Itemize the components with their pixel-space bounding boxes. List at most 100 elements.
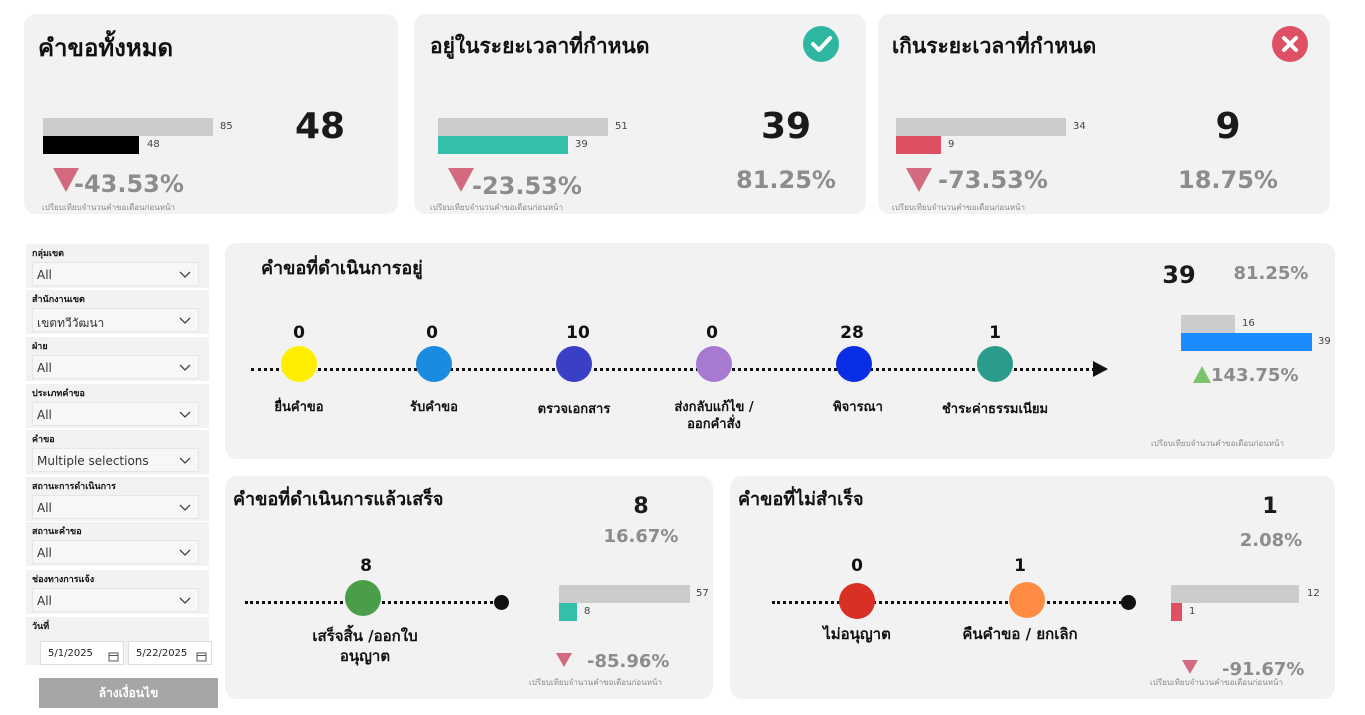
step-label: พิจารณา <box>833 400 883 415</box>
dropdown[interactable]: Multiple selections <box>32 448 199 472</box>
dropdown-value: All <box>37 501 52 515</box>
failed-percent: 2.08% <box>1239 530 1303 551</box>
kpi-total-note: เปรียบเทียบจำนวนคำขอเดือนก่อนหน้า <box>42 203 175 212</box>
failed-bar-curr-label: 1 <box>1189 606 1196 617</box>
dropdown-value: All <box>37 546 52 560</box>
step-value: 8 <box>360 556 372 576</box>
step-label: ยื่นคำขอ <box>274 400 324 415</box>
kpi-total-card: คำขอทั้งหมด 85 48 48 -43.53% เปรียบเทียบ… <box>24 14 398 214</box>
slicer-request-status[interactable]: สถานะคำขอ All <box>26 522 209 566</box>
slicer-department[interactable]: ฝ่าย All <box>26 337 209 381</box>
slicer-label: ประเภทคำขอ <box>32 389 85 399</box>
failed-bar-curr <box>1171 603 1182 621</box>
date-end-input[interactable]: 5/22/2025 <box>128 641 212 665</box>
step-value: 0 <box>851 556 863 576</box>
step-label: รับคำขอ <box>410 400 458 415</box>
slicer-label: สถานะการดำเนินการ <box>32 482 116 492</box>
step-value: 0 <box>293 323 305 343</box>
step-value: 10 <box>566 323 590 343</box>
in-progress-title: คำขอที่ดำเนินการอยู่ <box>261 258 423 279</box>
step-value: 0 <box>426 323 438 343</box>
calendar-icon[interactable] <box>196 647 207 666</box>
kpi-overdue-card: เกินระยะเวลาที่กำหนด 34 9 9 18.75% -73.5… <box>878 14 1330 214</box>
step-value: 1 <box>1014 556 1026 576</box>
in-progress-card: คำขอที่ดำเนินการอยู่ 0 ยื่นคำขอ 0 รับคำข… <box>225 243 1335 459</box>
arrow-right-icon <box>1093 360 1109 382</box>
slicer-label: ฝ่าย <box>32 342 48 352</box>
end-dot-icon <box>1121 595 1136 610</box>
kpi-total-delta: -43.53% <box>74 170 184 198</box>
slicer-district-office[interactable]: สำนักงานเขต เขตทวีวัฒนา <box>26 290 209 334</box>
step-label: ชำระค่าธรรมเนียม <box>941 402 1049 417</box>
in-progress-bar-curr-label: 39 <box>1318 336 1331 347</box>
dropdown[interactable]: All <box>32 495 199 519</box>
failed-flow-line <box>772 601 1128 604</box>
kpi-overdue-bar-prev-label: 34 <box>1073 121 1086 132</box>
dropdown-value: All <box>37 408 52 422</box>
kpi-overdue-percent: 18.75% <box>1178 166 1278 194</box>
check-icon <box>803 26 839 62</box>
slicer-request-type[interactable]: ประเภทคำขอ All <box>26 384 209 428</box>
in-progress-bar-prev-label: 16 <box>1242 318 1255 329</box>
dropdown-value: All <box>37 594 52 608</box>
completed-note: เปรียบเทียบจำนวนคำขอเดือนก่อนหน้า <box>529 678 662 687</box>
chevron-down-icon <box>178 406 192 425</box>
kpi-ontime-bar-curr-label: 39 <box>575 139 588 150</box>
kpi-total-title: คำขอทั้งหมด <box>38 34 174 62</box>
slicer-request[interactable]: คำขอ Multiple selections <box>26 430 209 474</box>
close-icon <box>1272 26 1308 62</box>
kpi-overdue-bar-prev <box>896 118 1066 136</box>
kpi-total-value: 48 <box>294 106 346 147</box>
calendar-icon[interactable] <box>108 647 119 666</box>
failed-note: เปรียบเทียบจำนวนคำขอเดือนก่อนหน้า <box>1150 678 1283 687</box>
dropdown-value: Multiple selections <box>37 454 149 468</box>
dropdown-value: เขตทวีวัฒนา <box>37 316 105 330</box>
kpi-total-bar-prev-label: 85 <box>220 121 233 132</box>
completed-delta: -85.96% <box>587 651 670 672</box>
down-arrow-icon <box>53 168 79 192</box>
down-arrow-icon <box>448 168 474 192</box>
in-progress-bar-prev <box>1181 315 1235 333</box>
kpi-ontime-title: อยู่ในระยะเวลาที่กำหนด <box>430 34 650 58</box>
progress-flow-line <box>251 368 1095 371</box>
in-progress-value: 39 <box>1162 261 1196 289</box>
down-arrow-icon <box>556 653 572 667</box>
dropdown[interactable]: All <box>32 540 199 564</box>
reset-filters-button[interactable]: ล้างเงื่อนไข <box>39 678 218 708</box>
chevron-down-icon <box>178 544 192 563</box>
dropdown[interactable]: All <box>32 402 199 426</box>
slicer-label: สำนักงานเขต <box>32 295 85 305</box>
dropdown[interactable]: เขตทวีวัฒนา <box>32 308 199 332</box>
slicer-channel[interactable]: ช่องทางการแจ้ง All <box>26 570 209 614</box>
kpi-ontime-bar-prev <box>438 118 608 136</box>
dropdown[interactable]: All <box>32 262 199 286</box>
slicer-label: กลุ่มเขต <box>32 249 64 259</box>
end-dot-icon <box>494 595 509 610</box>
slicer-district-group[interactable]: กลุ่มเขต All <box>26 244 209 288</box>
failed-value: 1 <box>1262 494 1278 519</box>
kpi-ontime-value: 39 <box>760 106 812 147</box>
dropdown-value: All <box>37 361 52 375</box>
slicer-label: วันที่ <box>32 622 50 632</box>
step-node <box>556 346 592 382</box>
chevron-down-icon <box>178 359 192 378</box>
step-node <box>696 346 732 382</box>
kpi-overdue-bar-curr-label: 9 <box>948 139 955 150</box>
step-label: คืนคำขอ / ยกเลิก <box>962 625 1078 643</box>
completed-bar-prev <box>559 585 690 603</box>
step-label: ไม่อนุญาต <box>823 625 891 643</box>
failed-title: คำขอที่ไม่สำเร็จ <box>738 489 864 510</box>
kpi-ontime-delta: -23.53% <box>472 172 582 200</box>
dropdown[interactable]: All <box>32 588 199 612</box>
failed-delta: -91.67% <box>1222 659 1305 680</box>
step-label: ส่งกลับแก้ไข /ออกคำสั่ง <box>674 400 754 432</box>
kpi-total-bar-prev <box>43 118 213 136</box>
date-start-input[interactable]: 5/1/2025 <box>40 641 124 665</box>
dropdown[interactable]: All <box>32 355 199 379</box>
slicer-process-status[interactable]: สถานะการดำเนินการ All <box>26 477 209 521</box>
step-label: ตรวจเอกสาร <box>537 402 611 417</box>
kpi-ontime-bar-prev-label: 51 <box>615 121 628 132</box>
kpi-overdue-delta: -73.53% <box>938 166 1048 194</box>
step-node <box>345 580 381 616</box>
step-node <box>1009 582 1045 618</box>
